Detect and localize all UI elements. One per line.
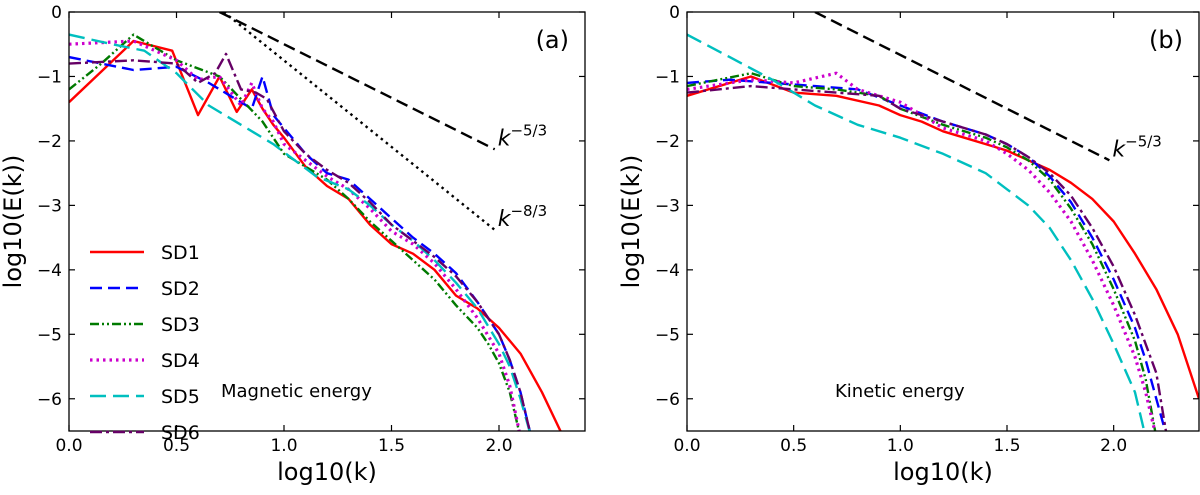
panel-label: (b) [1149,26,1183,54]
reference-line-minus5-3 [218,12,496,151]
legend: SD1 SD2 SD3 SD4 SD5 SD6 [90,242,200,444]
y-axis-title: log10(E(k)) [617,155,645,289]
x-tick-label: 1.5 [378,436,405,456]
series-line-sd6 [687,84,1168,431]
plot-frame [68,11,586,432]
y-tick-label: −5 [655,325,680,345]
y-tick-label: −3 [655,196,680,216]
y-axis-title: log10(E(k)) [0,155,27,289]
reference-line-label: k−5/3 [1112,132,1161,162]
y-tick-label: −1 [655,67,680,87]
y-tick-label: −2 [37,132,62,152]
y-tick-label: −6 [655,390,680,410]
series-line-sd4 [687,71,1157,431]
legend-label-sd4: SD4 [161,350,200,372]
panel-magnetic-energy: k−5/3 k−8/3 0.0 0.5 1.0 1.5 2.0 0 −1 −2 −3 −4 −5 −6 lo… [0,3,586,486]
y-tick-label: −5 [37,325,62,345]
y-tick-label: −6 [37,390,62,410]
x-tick-label: 0.5 [163,436,190,456]
x-tick-label: 2.0 [1100,436,1127,456]
reference-line-label: k−5/3 [498,121,547,151]
y-tick-label: −4 [655,261,680,281]
y-tick-label: 0 [51,3,62,23]
x-tick-label: 0.0 [55,436,82,456]
reference-line-minus5-3 [814,12,1110,162]
x-axis-title: log10(k) [277,458,377,486]
y-tick-label: −1 [37,67,62,87]
panel-kinetic-energy: k−5/3 0.0 0.5 1.0 1.5 2.0 0 −1 −2 −3 −4 −5 −6 log10(k… [617,3,1200,486]
legend-label-sd5: SD5 [161,386,200,408]
x-tick-label: 1.5 [993,436,1020,456]
series-line-sd5 [687,33,1146,431]
series-line-sd2 [687,78,1167,431]
panel-label: (a) [536,26,569,54]
x-tick-label: 0.5 [780,436,807,456]
x-axis-title: log10(k) [893,458,993,486]
x-tick-label: 1.0 [887,436,914,456]
x-tick-label: 2.0 [485,436,512,456]
reference-line-label: k−8/3 [498,202,547,232]
y-tick-label: −3 [37,196,62,216]
y-tick-label: −2 [655,132,680,152]
plot-frame [686,11,1200,432]
y-tick-label: −4 [37,261,62,281]
legend-label-sd6: SD6 [161,422,200,444]
series-line-sd1 [687,75,1199,400]
legend-label-sd1: SD1 [161,242,200,264]
y-tick-label: 0 [669,3,680,23]
x-tick-label: 0.0 [673,436,700,456]
series-line-sd6 [69,52,532,431]
energy-annotation: Kinetic energy [835,381,965,402]
energy-annotation: Magnetic energy [221,381,372,402]
x-tick-label: 1.0 [270,436,297,456]
legend-label-sd2: SD2 [161,278,200,300]
legend-label-sd3: SD3 [161,314,200,336]
series-line-sd4 [69,39,521,431]
series-line-sd3 [687,71,1157,431]
series-line-sd1 [69,39,562,431]
series-line-sd3 [69,33,521,431]
series-line-sd5 [69,33,531,431]
